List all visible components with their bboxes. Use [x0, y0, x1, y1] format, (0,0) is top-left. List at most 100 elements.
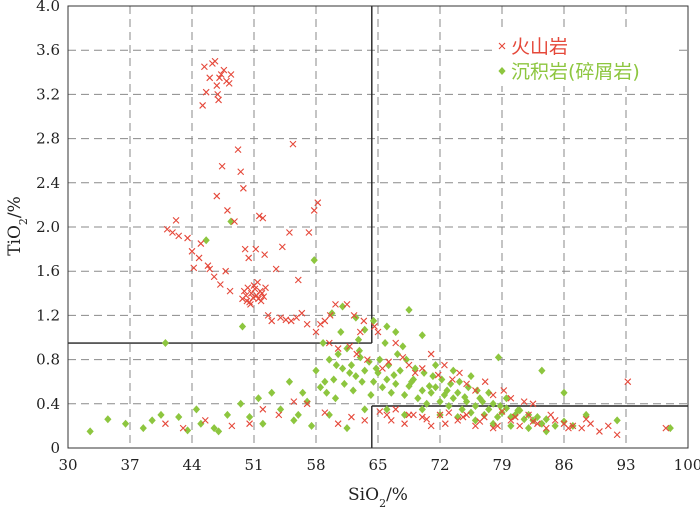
- data-point-sedimentary: [420, 368, 428, 377]
- data-point-volcanic: [321, 409, 329, 417]
- data-point-volcanic: [252, 245, 260, 253]
- y-tick-label: 4.0: [36, 0, 60, 15]
- data-point-sedimentary: [294, 410, 302, 419]
- data-point-volcanic: [264, 312, 272, 319]
- data-point-sedimentary: [467, 372, 475, 381]
- data-point-volcanic: [662, 424, 670, 432]
- data-point-sedimentary: [449, 366, 457, 375]
- data-point-sedimentary: [418, 405, 426, 414]
- x-axis-title: SiO2/%: [348, 485, 408, 509]
- data-point-volcanic: [445, 409, 453, 417]
- data-point-sedimentary: [214, 427, 223, 436]
- data-point-volcanic: [436, 411, 444, 419]
- x-tick-label: 51: [244, 456, 263, 474]
- data-point-sedimentary: [455, 377, 464, 386]
- data-point-sedimentary: [139, 424, 147, 433]
- y-axis-title: TiO2/%: [5, 196, 30, 256]
- data-point-sedimentary: [227, 217, 235, 226]
- data-point-volcanic: [334, 345, 342, 352]
- data-point-volcanic: [405, 411, 413, 419]
- data-point-sedimentary: [560, 417, 568, 426]
- data-point-volcanic: [195, 254, 203, 262]
- data-point-sedimentary: [666, 424, 674, 433]
- data-point-sedimentary: [343, 424, 351, 433]
- data-point-sedimentary: [210, 424, 218, 433]
- data-point-sedimentary: [361, 366, 369, 375]
- data-point-volcanic: [356, 328, 364, 336]
- data-point-volcanic: [259, 214, 267, 222]
- data-point-sedimentary: [445, 402, 453, 411]
- y-tick-label: 0.4: [36, 395, 60, 413]
- data-point-volcanic: [418, 365, 426, 372]
- data-point-sedimentary: [462, 397, 471, 406]
- data-point-volcanic: [216, 281, 224, 288]
- data-point-volcanic: [231, 218, 238, 225]
- data-point-volcanic: [405, 361, 413, 369]
- data-point-volcanic: [179, 424, 187, 432]
- data-point-volcanic: [254, 278, 261, 286]
- data-point-sedimentary: [383, 405, 391, 414]
- data-point-sedimentary: [467, 408, 475, 417]
- data-point-sedimentary: [86, 427, 94, 436]
- data-point-volcanic: [228, 422, 236, 430]
- legend-marker-volcanic-x: [498, 42, 506, 50]
- data-point-volcanic: [289, 140, 297, 148]
- data-point-volcanic: [361, 416, 369, 424]
- data-point-sedimentary: [485, 405, 493, 414]
- data-point-sedimentary: [582, 410, 590, 419]
- legend-marker-volcanic: [498, 42, 506, 50]
- data-point-sedimentary: [157, 410, 165, 419]
- data-point-volcanic: [275, 411, 283, 419]
- data-point-sedimentary: [476, 394, 484, 403]
- data-point-sedimentary: [551, 421, 559, 430]
- y-tick-label: 0: [50, 439, 60, 457]
- data-point-sedimentary: [237, 399, 245, 408]
- data-point-sedimentary: [431, 361, 440, 370]
- y-axis-title-unit: /%: [5, 196, 25, 218]
- data-point-sedimentary: [414, 394, 422, 403]
- data-point-sedimentary: [338, 364, 347, 373]
- data-point-sedimentary: [496, 402, 504, 411]
- data-point-sedimentary: [259, 419, 267, 428]
- data-point-volcanic: [321, 317, 329, 325]
- data-point-volcanic: [197, 240, 205, 247]
- data-point-sedimentary: [330, 375, 338, 384]
- data-point-volcanic: [172, 216, 180, 224]
- data-point-sedimentary: [183, 426, 192, 435]
- data-point-volcanic: [293, 314, 300, 321]
- legend-marker-sedimentary-diamond: [498, 67, 506, 75]
- data-point-sedimentary: [402, 355, 410, 364]
- data-point-volcanic: [317, 320, 324, 328]
- data-point-volcanic: [257, 297, 265, 305]
- data-point-sedimentary: [383, 375, 391, 384]
- data-point-sedimentary: [148, 416, 156, 425]
- x-tick-label: 93: [616, 456, 635, 474]
- data-point-volcanic: [582, 415, 590, 423]
- data-point-sedimentary: [498, 408, 506, 417]
- data-point-volcanic: [613, 431, 621, 439]
- data-point-sedimentary: [411, 364, 419, 373]
- data-point-volcanic: [500, 387, 508, 394]
- data-point-sedimentary: [511, 410, 519, 419]
- data-point-sedimentary: [423, 399, 431, 408]
- data-point-sedimentary: [400, 390, 409, 399]
- data-point-sedimentary: [303, 397, 311, 406]
- data-point-volcanic: [456, 369, 463, 377]
- data-point-volcanic: [383, 411, 391, 419]
- y-tick-label: 2.4: [36, 174, 60, 192]
- data-point-sedimentary: [383, 322, 391, 331]
- x-tick-labels: 30 37 44 51 58 65 72 79 86 93 100: [58, 456, 700, 474]
- data-point-volcanic: [206, 265, 214, 273]
- x-tick-label: 72: [430, 456, 449, 474]
- data-point-volcanic: [255, 212, 263, 220]
- data-point-sedimentary: [471, 402, 480, 411]
- data-point-volcanic: [565, 424, 572, 432]
- data-point-volcanic: [363, 356, 371, 363]
- data-point-volcanic: [312, 328, 320, 336]
- data-point-volcanic: [210, 273, 218, 281]
- data-point-sedimentary: [104, 415, 112, 424]
- data-point-sedimentary: [175, 413, 183, 422]
- data-point-sedimentary: [381, 339, 389, 348]
- data-point-sedimentary: [192, 405, 201, 414]
